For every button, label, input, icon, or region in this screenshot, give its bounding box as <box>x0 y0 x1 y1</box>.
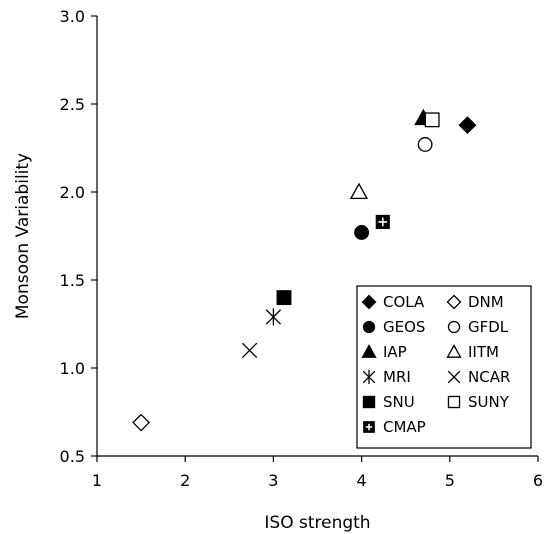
y-tick-label: 1.0 <box>60 359 85 378</box>
legend-label-cola: COLA <box>383 293 425 311</box>
legend-marker-iitm <box>446 344 462 358</box>
data-points <box>132 108 477 432</box>
legend-label-iitm: IITM <box>468 343 499 361</box>
point-dnm <box>132 413 151 432</box>
y-tick-label: 2.0 <box>60 183 85 202</box>
axes: 1 2 3 4 5 6 0.5 1.0 1.5 2.0 2.5 3.0 <box>60 7 544 490</box>
x-tick-label: 6 <box>533 471 543 490</box>
legend-label-cmap: CMAP <box>383 418 426 436</box>
legend-marker-iap <box>361 344 377 358</box>
legend-marker-geos <box>362 320 376 334</box>
legend-marker-cola <box>361 294 377 310</box>
x-tick-label: 5 <box>445 471 455 490</box>
x-tick-label: 2 <box>180 471 190 490</box>
point-ncar <box>241 342 258 359</box>
point-mri <box>265 308 282 326</box>
legend-label-ncar: NCAR <box>468 368 510 386</box>
y-tick-label: 3.0 <box>60 7 85 26</box>
point-cola <box>458 116 477 135</box>
legend-label-mri: MRI <box>383 368 411 386</box>
legend-marker-ncar <box>447 370 461 384</box>
legend-box <box>356 285 532 449</box>
legend-label-suny: SUNY <box>468 393 510 411</box>
x-axis-title: ISO strength <box>264 513 370 533</box>
y-tick-label: 2.5 <box>60 95 85 114</box>
x-tick-label: 3 <box>268 471 278 490</box>
legend-marker-gfdl <box>447 320 461 334</box>
x-tick-label: 1 <box>92 471 102 490</box>
point-iitm <box>349 182 369 200</box>
point-geos <box>354 225 370 240</box>
legend-marker-suny <box>447 395 461 409</box>
y-axis-title: Monsoon Variability <box>13 153 33 319</box>
legend-label-iap: IAP <box>383 343 407 361</box>
point-gfdl <box>417 137 433 152</box>
legend-label-dnm: DNM <box>468 293 504 311</box>
legend-marker-mri <box>362 369 376 385</box>
legend-label-snu: SNU <box>383 393 415 411</box>
legend: COLA DNM GEOS GFDL IAP IITM MRI NCAR SNU SUNY CMAP <box>356 285 532 449</box>
y-tick-label: 1.5 <box>60 271 85 290</box>
legend-label-geos: GEOS <box>383 318 425 336</box>
point-snu <box>276 290 292 306</box>
legend-marker-snu <box>362 395 376 409</box>
y-tick-label: 0.5 <box>60 447 85 466</box>
legend-marker-cmap <box>363 421 375 433</box>
x-tick-label: 4 <box>357 471 367 490</box>
point-cmap <box>375 214 390 229</box>
point-suny <box>424 112 440 128</box>
legend-label-gfdl: GFDL <box>468 318 509 336</box>
legend-marker-dnm <box>446 294 462 310</box>
